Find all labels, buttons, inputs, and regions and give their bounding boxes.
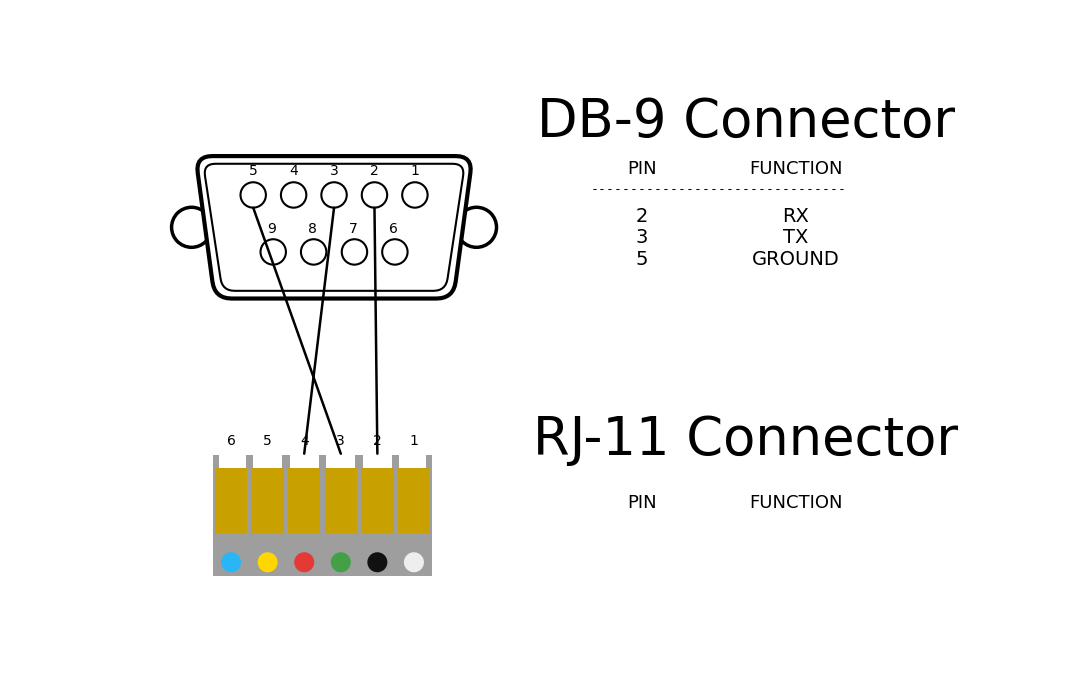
Bar [361,468,393,533]
Text: 2: 2 [636,207,648,225]
Text: GROUND: GROUND [752,250,840,269]
Text: 9: 9 [267,222,276,236]
Text: TX: TX [783,228,809,247]
Bar [245,455,253,468]
Circle shape [330,552,351,572]
Text: 5: 5 [248,163,257,178]
Bar [282,455,289,468]
Text: DB-9 Connector: DB-9 Connector [537,97,955,148]
Text: 4: 4 [300,433,309,448]
Text: 5: 5 [264,433,272,448]
Text: 1: 1 [409,433,418,448]
Text: FUNCTION: FUNCTION [750,160,842,178]
Text: PIN: PIN [627,160,657,178]
Bar [325,468,357,533]
Polygon shape [205,164,463,291]
Circle shape [341,239,367,265]
Circle shape [260,239,286,265]
Bar [215,468,247,533]
Circle shape [367,552,388,572]
Text: RJ-11 Connector: RJ-11 Connector [534,414,959,466]
Text: 5: 5 [636,250,648,269]
Circle shape [281,182,307,208]
Text: 7: 7 [349,222,357,236]
Circle shape [457,207,497,247]
Text: 6: 6 [227,433,235,448]
Text: 3: 3 [636,228,648,247]
Bar [426,455,432,468]
Bar [213,455,219,468]
Text: 3: 3 [329,163,338,178]
Bar [288,468,321,533]
Bar [213,468,432,576]
Text: PIN: PIN [627,495,657,512]
Circle shape [294,552,314,572]
Circle shape [301,239,326,265]
Circle shape [404,552,424,572]
Bar [252,468,284,533]
Bar [397,468,430,533]
Circle shape [172,207,212,247]
Circle shape [402,182,428,208]
Text: 8: 8 [308,222,316,236]
Bar [319,455,326,468]
Text: 6: 6 [389,222,397,236]
Text: 2: 2 [373,433,381,448]
Text: 4: 4 [289,163,298,178]
Text: --------------------------------: -------------------------------- [591,184,847,196]
Text: 2: 2 [370,163,379,178]
Circle shape [322,182,347,208]
Circle shape [221,552,241,572]
Bar [355,455,363,468]
Circle shape [382,239,407,265]
Polygon shape [198,156,471,298]
Bar [392,455,400,468]
Circle shape [362,182,387,208]
Circle shape [258,552,278,572]
Text: RX: RX [783,207,810,225]
Text: FUNCTION: FUNCTION [750,495,842,512]
Circle shape [241,182,266,208]
Text: 1: 1 [410,163,419,178]
Text: 3: 3 [336,433,346,448]
